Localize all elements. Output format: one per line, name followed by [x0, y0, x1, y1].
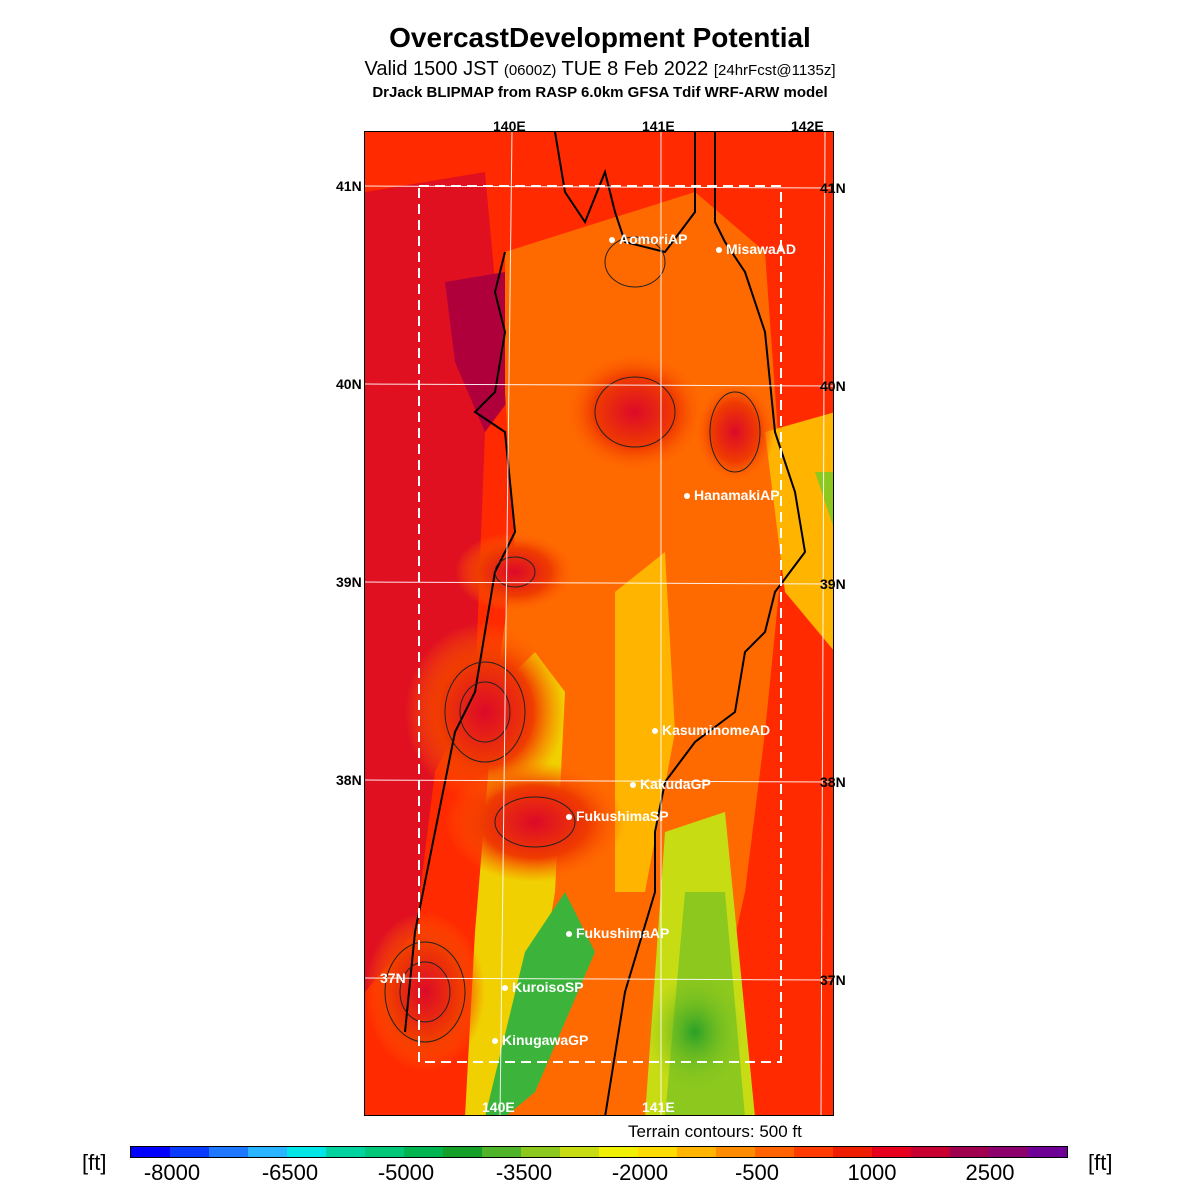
scale-tick-5: -2000: [611, 1160, 669, 1185]
color-swatch-13: [599, 1147, 638, 1157]
color-swatch-2: [170, 1147, 209, 1157]
station-aomoriap: AomoriAP: [609, 231, 687, 247]
scale-tick-2: -6500: [261, 1160, 319, 1185]
color-swatch-3: [209, 1147, 248, 1157]
lon-label-141e-top: 141E: [642, 118, 675, 134]
color-swatch-19: [833, 1147, 872, 1157]
color-swatch-18: [794, 1147, 833, 1157]
color-swatch-4: [248, 1147, 287, 1157]
color-swatch-14: [638, 1147, 677, 1157]
terrain-note: Terrain contours: 500 ft: [628, 1122, 802, 1141]
lat-label-41n: 41N: [336, 178, 362, 194]
color-swatch-8: [404, 1147, 443, 1157]
scale-tick-4: -3500: [495, 1160, 553, 1185]
lat-label-37n: 37N: [380, 970, 406, 986]
color-swatch-9: [443, 1147, 482, 1157]
lat-label-40n-right: 40N: [820, 378, 846, 394]
lat-label-39n: 39N: [336, 574, 362, 590]
color-swatch-23: [989, 1147, 1028, 1157]
valid-text-a: Valid 1500 JST: [364, 58, 504, 80]
forecast-info: [24hrFcst@1135z]: [713, 62, 836, 79]
lon-label-140e-bottom: 140E: [482, 1099, 515, 1115]
lat-label-41n-right: 41N: [820, 180, 846, 196]
scale-tick-6: -500: [734, 1160, 780, 1185]
valid-utc: (0600Z): [503, 62, 557, 79]
unit-label-left: [ft]: [82, 1150, 107, 1175]
color-swatch-21: [911, 1147, 950, 1157]
model-info: DrJack BLIPMAP from RASP 6.0km GFSA Tdif…: [372, 84, 828, 101]
page-title: OvercastDevelopment Potential: [389, 22, 811, 53]
color-swatch-10: [482, 1147, 521, 1157]
color-swatch-24: [1028, 1147, 1067, 1157]
lon-label-141e-bottom: 141E: [642, 1099, 675, 1115]
valid-text-b: TUE 8 Feb 2022: [556, 58, 714, 80]
color-swatch-1: [131, 1147, 170, 1157]
color-swatch-12: [560, 1147, 599, 1157]
lat-label-38n: 38N: [336, 772, 362, 788]
color-swatch-11: [521, 1147, 560, 1157]
lat-label-39n-right: 39N: [820, 576, 846, 592]
station-fukushimaap: FukushimaAP: [566, 925, 669, 941]
station-kasuminomead: KasuminomeAD: [652, 722, 770, 738]
lat-label-38n-right: 38N: [820, 774, 846, 790]
station-hanamakiap: HanamakiAP: [684, 487, 780, 503]
valid-time: Valid 1500 JST (0600Z) TUE 8 Feb 2022 [2…: [0, 58, 1200, 81]
color-swatch-15: [677, 1147, 716, 1157]
lat-label-37n-right: 37N: [820, 972, 846, 988]
color-swatch-17: [755, 1147, 794, 1157]
forecast-map: [364, 131, 834, 1116]
map-field: [365, 132, 833, 1115]
scale-tick-3: -5000: [377, 1160, 435, 1185]
lon-label-140e-top: 140E: [493, 118, 526, 134]
scale-tick-1: -8000: [143, 1160, 201, 1185]
color-swatch-20: [872, 1147, 911, 1157]
unit-label-right: [ft]: [1088, 1150, 1113, 1175]
scale-tick-7: 1000: [847, 1160, 897, 1185]
color-swatch-6: [326, 1147, 365, 1157]
station-kuroisosp: KuroisoSP: [502, 979, 584, 995]
color-scale-bar: [130, 1146, 1068, 1158]
color-swatch-5: [287, 1147, 326, 1157]
lon-label-142e-top: 142E: [791, 118, 824, 134]
station-kinugawagp: KinugawaGP: [492, 1032, 588, 1048]
lat-label-40n: 40N: [336, 376, 362, 392]
color-swatch-22: [950, 1147, 989, 1157]
scale-tick-8: 2500: [965, 1160, 1015, 1185]
color-swatch-7: [365, 1147, 404, 1157]
station-kakudagp: KakudaGP: [630, 776, 711, 792]
station-misawaad: MisawaAD: [716, 241, 796, 257]
color-swatch-16: [716, 1147, 755, 1157]
station-fukushimasp: FukushimaSP: [566, 808, 669, 824]
